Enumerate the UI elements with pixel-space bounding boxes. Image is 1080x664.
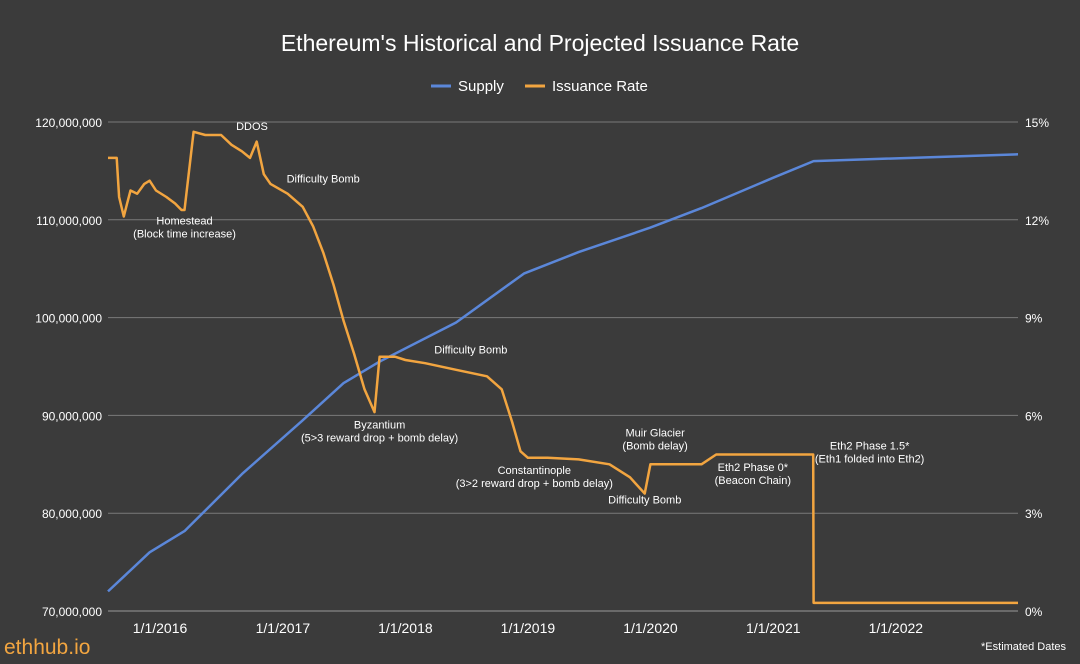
- left-tick-label: 90,000,000: [42, 409, 102, 423]
- annotation-label: Eth2 Phase 1.5*: [830, 441, 910, 453]
- brand-label: ethhub.io: [4, 636, 91, 659]
- left-tick-label: 120,000,000: [35, 116, 102, 130]
- right-tick-label: 15%: [1025, 116, 1049, 130]
- left-tick-label: 80,000,000: [42, 507, 102, 521]
- annotation-label: Homestead: [156, 216, 212, 228]
- annotation-label: (Eth1 folded into Eth2): [815, 454, 924, 466]
- x-tick-label: 1/1/2020: [623, 620, 678, 636]
- chart-title: Ethereum's Historical and Projected Issu…: [281, 30, 799, 56]
- annotation-label: DDOS: [236, 121, 268, 133]
- left-axis-ticks: 70,000,000 80,000,000 90,000,000 100,000,00…: [35, 116, 102, 619]
- annotation-label: Difficulty Bomb: [434, 344, 507, 356]
- annotation-label: Muir Glacier: [625, 428, 685, 440]
- x-tick-label: 1/1/2018: [378, 620, 433, 636]
- right-axis-ticks: 0% 3% 6% 9% 12% 15%: [1025, 116, 1049, 619]
- annotation-label: (3>2 reward drop + bomb delay): [456, 478, 613, 490]
- annotation-label: Constantinople: [498, 465, 571, 477]
- x-tick-label: 1/1/2019: [501, 620, 556, 636]
- issuance-rate-line: [108, 130, 1018, 605]
- x-tick-label: 1/1/2022: [869, 620, 924, 636]
- annotation-label: (Block time increase): [133, 229, 236, 241]
- x-tick-label: 1/1/2021: [746, 620, 801, 636]
- right-tick-label: 9%: [1025, 312, 1043, 326]
- supply-line: [107, 153, 1019, 593]
- annotation-label: (5>3 reward drop + bomb delay): [301, 432, 458, 444]
- annotation-label: (Bomb delay): [622, 441, 687, 453]
- x-axis-ticks: 1/1/2016 1/1/2017 1/1/2018 1/1/2019 1/1/2020…: [133, 620, 923, 636]
- estimated-dates-note: *Estimated Dates: [981, 641, 1066, 653]
- x-tick-label: 1/1/2016: [133, 620, 188, 636]
- right-tick-label: 0%: [1025, 605, 1043, 619]
- gridlines: [108, 121, 1018, 612]
- annotation-label: (Beacon Chain): [715, 475, 791, 487]
- right-tick-label: 12%: [1025, 214, 1049, 228]
- annotation-label: Difficulty Bomb: [608, 494, 681, 506]
- legend-supply-label: Supply: [458, 78, 504, 95]
- right-tick-label: 3%: [1025, 507, 1043, 521]
- left-tick-label: 70,000,000: [42, 605, 102, 619]
- left-tick-label: 110,000,000: [36, 214, 102, 228]
- annotation-label: Eth2 Phase 0*: [718, 462, 789, 474]
- annotation-label: Difficulty Bomb: [287, 173, 360, 185]
- legend: Supply Issuance Rate: [431, 78, 648, 95]
- annotation-label: Byzantium: [354, 419, 405, 431]
- right-tick-label: 6%: [1025, 409, 1043, 423]
- x-tick-label: 1/1/2017: [256, 620, 311, 636]
- legend-issuance-label: Issuance Rate: [552, 78, 648, 95]
- series-lines: [107, 130, 1019, 605]
- left-tick-label: 100,000,000: [35, 312, 102, 326]
- annotations: DDOS Homestead(Block time increase) Diffic…: [133, 121, 924, 506]
